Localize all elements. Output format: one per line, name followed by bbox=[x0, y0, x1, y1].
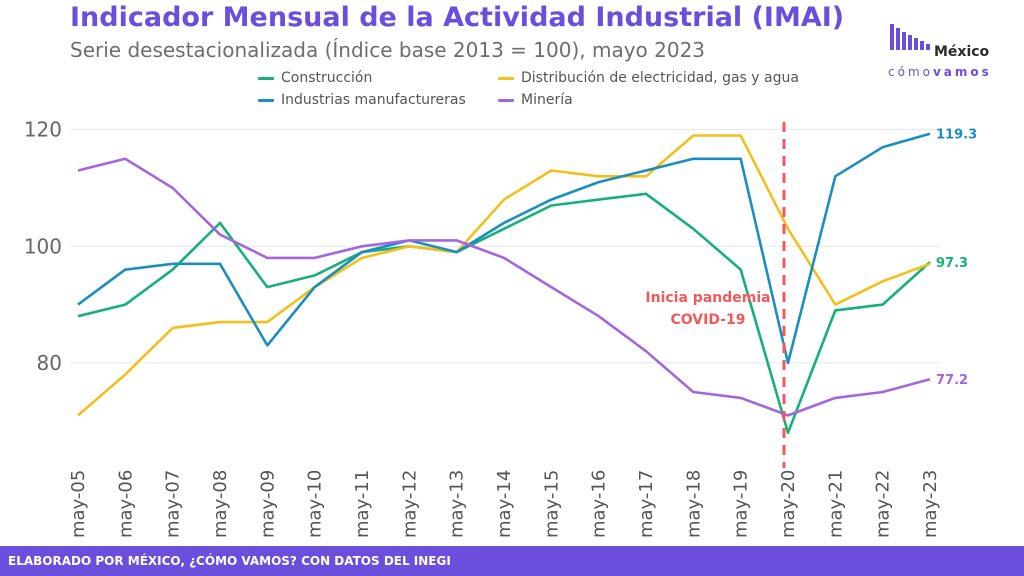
footer-bar: ELABORADO POR MÉXICO, ¿CÓMO VAMOS? CON D… bbox=[0, 546, 1024, 576]
x-tick-label: may-05 bbox=[68, 470, 89, 538]
x-tick-label: may-07 bbox=[163, 470, 184, 538]
x-tick-label: may-14 bbox=[494, 470, 515, 538]
legend-item-manufactureras: Industrias manufactureras bbox=[258, 92, 466, 108]
x-tick-label: may-19 bbox=[731, 470, 752, 538]
legend-label: Construcción bbox=[281, 70, 373, 86]
x-tick-label: may-11 bbox=[352, 470, 373, 538]
x-tick-label: may-23 bbox=[920, 470, 941, 538]
series-line bbox=[77, 134, 931, 417]
x-tick-label: may-10 bbox=[305, 470, 326, 538]
logo-text-como-vamos: cómovamos bbox=[888, 65, 992, 79]
legend-swatch bbox=[258, 98, 274, 102]
x-tick-label: may-13 bbox=[447, 470, 468, 538]
x-tick-label: may-16 bbox=[589, 470, 610, 538]
series-line bbox=[77, 132, 931, 365]
legend-item-mineria: Minería bbox=[498, 92, 573, 108]
annotation-text: Inicia pandemia bbox=[645, 290, 770, 306]
x-tick-label: may-22 bbox=[873, 470, 894, 538]
legend-item-construccion: Construcción bbox=[258, 70, 372, 86]
legend-swatch bbox=[258, 76, 274, 80]
x-tick-label: may-15 bbox=[541, 470, 562, 538]
mexico-como-vamos-logo: México cómovamos bbox=[888, 20, 1008, 84]
series-end-label: 77.2 bbox=[936, 373, 968, 388]
legend-swatch bbox=[498, 98, 514, 102]
x-tick-label: may-06 bbox=[115, 470, 136, 538]
legend-swatch bbox=[498, 76, 514, 80]
series-end-label: 97.3 bbox=[936, 256, 968, 271]
x-tick-label: may-08 bbox=[210, 470, 231, 538]
legend-label: Industrias manufactureras bbox=[281, 92, 466, 108]
y-tick-label: 100 bbox=[24, 234, 62, 258]
line-chart: 80 100 120 may-05 may-06 may-07 may-08 may-09 ma… bbox=[24, 118, 977, 538]
x-tick-label: may-09 bbox=[257, 470, 278, 538]
legend-label: Distribución de electricidad, gas y agua bbox=[521, 70, 799, 86]
series-line bbox=[77, 192, 931, 435]
x-tick-label: may-12 bbox=[399, 470, 420, 538]
legend: Construcción Distribución de electricida… bbox=[258, 70, 858, 112]
chart-subtitle: Serie desestacionalizada (Índice base 20… bbox=[70, 38, 706, 62]
x-tick-label: may-18 bbox=[683, 470, 704, 538]
x-tick-label: may-17 bbox=[636, 470, 657, 538]
legend-item-electricidad: Distribución de electricidad, gas y agua bbox=[498, 70, 799, 86]
annotation-text: COVID-19 bbox=[670, 312, 745, 328]
chart-title: Indicador Mensual de la Actividad Indust… bbox=[70, 2, 845, 33]
logo-bars-icon bbox=[890, 24, 940, 50]
x-tick-label: may-20 bbox=[778, 470, 799, 538]
footer-credit: ELABORADO POR MÉXICO, ¿CÓMO VAMOS? CON D… bbox=[8, 554, 451, 568]
x-tick-label: may-21 bbox=[825, 470, 846, 538]
logo-text-mexico: México bbox=[934, 44, 990, 60]
legend-label: Minería bbox=[521, 92, 573, 108]
y-tick-label: 80 bbox=[37, 351, 62, 375]
y-tick-label: 120 bbox=[24, 118, 62, 142]
series-end-label: 119.3 bbox=[936, 128, 977, 143]
series-line bbox=[77, 157, 931, 417]
